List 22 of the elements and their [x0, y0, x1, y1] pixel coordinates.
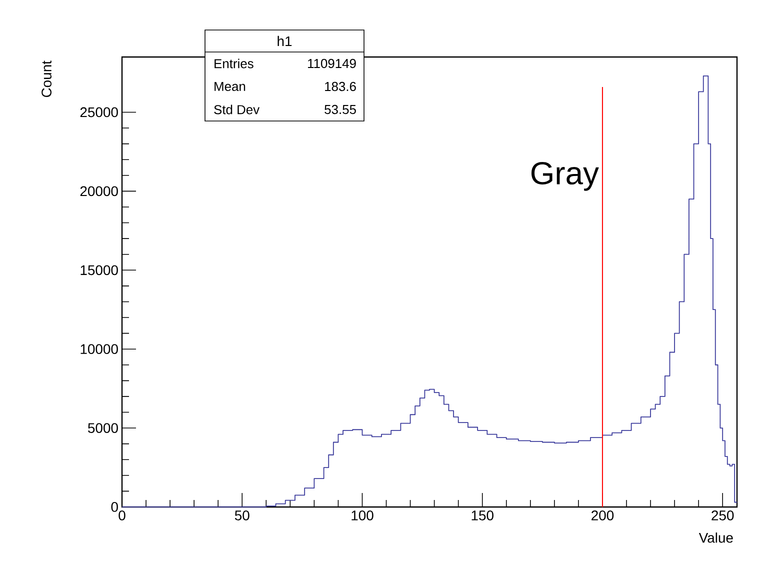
x-tick-label: 50 [234, 510, 250, 520]
y-axis-title: Count [42, 60, 52, 98]
text: h1 [278, 36, 292, 46]
annotation: Std Dev [214, 104, 260, 114]
x-axis-title: Value [698, 532, 733, 543]
annotation: Entries [214, 58, 254, 68]
y-tick-label: 20000 [80, 186, 118, 196]
x-tick-label: 100 [352, 510, 374, 520]
y-tick-label: 25000 [80, 107, 118, 118]
annotation: 1109149 [308, 58, 356, 68]
y-tick-label: 0 [111, 502, 118, 512]
x-tick-label: 200 [592, 510, 614, 520]
x-tick-label: 0 [118, 510, 126, 520]
annotation: 183.6 [325, 82, 356, 92]
x-tick-label: 250 [712, 510, 734, 520]
annotation: 53.55 [324, 104, 356, 114]
y-tick-label: 10000 [80, 344, 118, 354]
y-tick-label: 5000 [88, 423, 118, 433]
annotation: Mean [214, 82, 246, 92]
y-tick-label: 15000 [80, 265, 118, 276]
x-tick-label: 150 [472, 510, 494, 520]
ref-line-label: Gray [531, 162, 599, 191]
